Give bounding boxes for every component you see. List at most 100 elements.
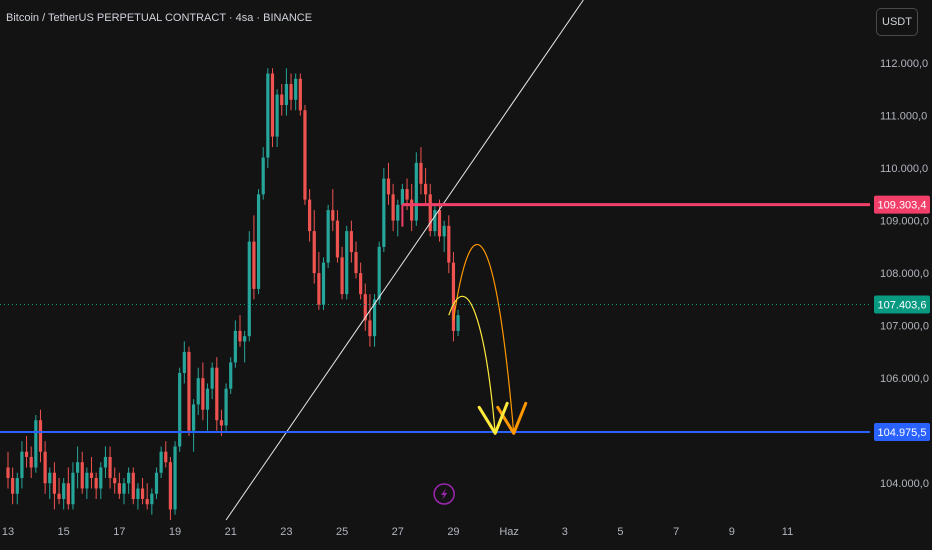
candle-body — [317, 273, 321, 305]
candle — [99, 462, 103, 499]
candle-body — [66, 483, 70, 505]
candle — [34, 414, 38, 473]
current-price-price-badge: 107.403,6 — [874, 295, 930, 314]
candle-body — [15, 477, 19, 494]
candle-body — [154, 472, 159, 494]
candle — [103, 446, 108, 478]
candle — [201, 362, 205, 421]
candle — [89, 456, 94, 489]
time-tick-label: 27 — [392, 526, 404, 538]
candle — [140, 477, 145, 505]
candle-body — [192, 404, 196, 431]
candle — [117, 472, 121, 499]
candle-body — [85, 472, 89, 489]
candle-body — [410, 199, 414, 221]
candle — [108, 446, 112, 489]
candle — [52, 462, 56, 510]
time-tick-label: 13 — [2, 526, 14, 538]
candle — [154, 467, 159, 499]
price-axis[interactable]: 112.000,0 111.000,0 110.000,0 109.000,0 108.… — [880, 58, 929, 490]
candle — [224, 383, 228, 431]
candle-body — [312, 231, 316, 274]
time-tick-label: 11 — [782, 526, 793, 538]
candle-body — [335, 220, 340, 258]
candle-body — [89, 472, 94, 478]
candle — [312, 210, 316, 284]
candle — [298, 73, 302, 116]
badge-label: 104.975,5 — [878, 427, 927, 439]
candle-body — [178, 372, 182, 447]
candle-body — [303, 110, 307, 200]
candle — [164, 441, 168, 468]
candle — [76, 446, 80, 489]
candle — [303, 105, 307, 205]
candle — [29, 446, 33, 478]
time-tick-label: Haz — [499, 526, 519, 538]
candle-body — [24, 451, 29, 457]
candle-body — [76, 462, 80, 473]
candle — [85, 467, 89, 499]
time-tick-label: 29 — [447, 526, 459, 538]
candle — [127, 467, 131, 494]
candle — [94, 472, 98, 499]
candle-body — [11, 477, 15, 494]
candle-body — [289, 84, 293, 100]
candle — [442, 220, 446, 253]
candle-body — [382, 178, 386, 247]
candle — [284, 68, 288, 116]
candle — [377, 241, 381, 305]
candle-body — [94, 477, 98, 489]
candle-body — [173, 446, 177, 510]
candle-body — [164, 451, 168, 463]
candle-body — [150, 493, 154, 505]
candle — [451, 252, 456, 342]
candle-body — [428, 194, 432, 232]
candle — [62, 477, 66, 510]
candle-body — [321, 262, 326, 305]
candle — [447, 215, 451, 274]
candle-body — [187, 351, 191, 431]
badge-label: 109.303,4 — [878, 200, 927, 212]
candle-body — [331, 210, 335, 221]
candle-body — [270, 73, 275, 137]
lightning-icon[interactable] — [433, 483, 455, 505]
candle — [345, 225, 349, 300]
candle — [410, 183, 414, 232]
candle-body — [256, 194, 261, 289]
time-tick-label: 5 — [617, 526, 623, 538]
trendline[interactable] — [225, 0, 584, 521]
candle-body — [294, 78, 298, 100]
candle-body — [363, 294, 367, 321]
candle-body — [29, 456, 33, 468]
candle — [317, 252, 321, 310]
candle-body — [131, 472, 135, 499]
event-marker-ring — [433, 483, 455, 505]
candle — [331, 189, 335, 232]
candle-body — [386, 178, 391, 195]
candle-body — [238, 330, 242, 342]
candle — [382, 168, 386, 253]
candle — [270, 68, 275, 148]
projection-path-yellow-arrowhead — [477, 401, 509, 435]
currency-button[interactable]: USDT — [876, 8, 918, 36]
candle — [275, 89, 279, 148]
candle — [66, 467, 70, 510]
candle-body — [414, 162, 418, 221]
time-axis[interactable]: 13 15 17 19 21 23 25 27 29 Haz 3 5 7 9 11 — [2, 526, 793, 538]
badge-background — [874, 295, 930, 314]
candle-body — [345, 231, 349, 295]
candle-body — [80, 462, 84, 489]
candle — [178, 367, 182, 452]
candle — [326, 204, 330, 268]
projection-path-orange[interactable] — [452, 243, 515, 434]
candle — [43, 441, 47, 494]
candle — [196, 367, 200, 415]
candle-body — [424, 183, 428, 195]
projection-path-yellow[interactable] — [448, 295, 496, 434]
candle-body — [34, 420, 38, 468]
candle-body — [20, 451, 24, 478]
candle — [261, 147, 265, 200]
candle-body — [52, 472, 56, 494]
